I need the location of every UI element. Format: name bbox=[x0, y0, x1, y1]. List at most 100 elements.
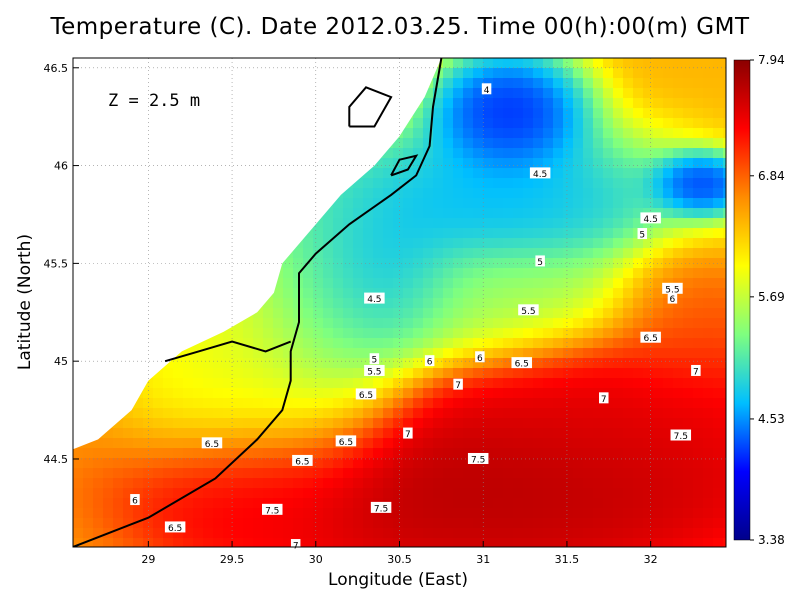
field-cell bbox=[183, 368, 194, 379]
field-cell bbox=[243, 448, 254, 459]
field-cell bbox=[193, 478, 204, 489]
field-cell bbox=[663, 98, 674, 109]
field-cell bbox=[493, 488, 504, 499]
field-cell bbox=[663, 218, 674, 229]
field-cell bbox=[413, 498, 424, 509]
field-cell bbox=[303, 438, 314, 449]
field-cell bbox=[313, 328, 324, 339]
field-cell bbox=[343, 188, 354, 199]
field-cell bbox=[393, 348, 404, 359]
field-cell bbox=[633, 528, 644, 539]
field-cell bbox=[233, 508, 244, 519]
field-cell bbox=[573, 408, 584, 419]
field-cell bbox=[643, 178, 654, 189]
field-cell bbox=[633, 108, 644, 119]
field-cell bbox=[363, 308, 374, 319]
field-cell bbox=[693, 508, 704, 519]
field-cell bbox=[183, 358, 194, 369]
field-cell bbox=[593, 508, 604, 519]
field-cell bbox=[663, 338, 674, 349]
field-cell bbox=[403, 118, 414, 129]
field-cell bbox=[613, 388, 624, 399]
field-cell bbox=[603, 508, 614, 519]
field-cell bbox=[273, 438, 284, 449]
field-cell bbox=[703, 318, 714, 329]
field-cell bbox=[113, 448, 124, 459]
field-cell bbox=[583, 338, 594, 349]
field-cell bbox=[363, 208, 374, 219]
field-cell bbox=[573, 228, 584, 239]
field-cell bbox=[333, 218, 344, 229]
field-cell bbox=[723, 408, 726, 419]
field-cell bbox=[433, 428, 444, 439]
field-cell bbox=[293, 418, 304, 429]
field-cell bbox=[563, 308, 574, 319]
field-cell bbox=[333, 448, 344, 459]
field-cell bbox=[363, 238, 374, 249]
field-cell bbox=[293, 368, 304, 379]
field-cell bbox=[423, 148, 434, 159]
field-cell bbox=[73, 478, 84, 489]
field-cell bbox=[493, 218, 504, 229]
field-cell bbox=[293, 448, 304, 459]
field-cell bbox=[453, 278, 464, 289]
field-cell bbox=[713, 468, 724, 479]
field-cell bbox=[583, 228, 594, 239]
field-cell bbox=[503, 368, 514, 379]
field-cell bbox=[653, 498, 664, 509]
field-cell bbox=[703, 458, 714, 469]
field-cell bbox=[503, 478, 514, 489]
field-cell bbox=[343, 508, 354, 519]
field-cell bbox=[443, 218, 454, 229]
field-cell bbox=[593, 328, 604, 339]
field-cell bbox=[703, 298, 714, 309]
field-cell bbox=[573, 128, 584, 139]
field-cell bbox=[483, 258, 494, 269]
field-cell bbox=[473, 218, 484, 229]
x-axis-ticks: 29 29.5 30 30.5 31 31.5 32 bbox=[141, 541, 658, 566]
field-cell bbox=[643, 238, 654, 249]
field-cell bbox=[243, 378, 254, 389]
field-cell bbox=[493, 228, 504, 239]
field-cell bbox=[213, 478, 224, 489]
field-cell bbox=[673, 488, 684, 499]
field-cell bbox=[353, 498, 364, 509]
field-cell bbox=[233, 468, 244, 479]
field-cell bbox=[703, 178, 714, 189]
field-cell bbox=[293, 328, 304, 339]
field-cell bbox=[513, 518, 524, 529]
field-cell bbox=[353, 258, 364, 269]
field-cell bbox=[463, 158, 474, 169]
field-cell bbox=[703, 378, 714, 389]
field-cell bbox=[273, 318, 284, 329]
field-cell bbox=[683, 148, 694, 159]
field-cell bbox=[573, 178, 584, 189]
field-cell bbox=[623, 148, 634, 159]
field-cell bbox=[453, 98, 464, 109]
field-cell bbox=[393, 228, 404, 239]
field-cell bbox=[683, 208, 694, 219]
field-cell bbox=[353, 308, 364, 319]
field-cell bbox=[203, 378, 214, 389]
field-cell bbox=[253, 448, 264, 459]
field-cell bbox=[483, 438, 494, 449]
field-cell bbox=[93, 498, 104, 509]
field-cell bbox=[573, 378, 584, 389]
field-cell bbox=[393, 148, 404, 159]
field-cell bbox=[463, 388, 474, 399]
field-cell bbox=[163, 508, 174, 519]
field-cell bbox=[703, 198, 714, 209]
field-cell bbox=[463, 488, 474, 499]
field-cell bbox=[453, 428, 464, 439]
field-cell bbox=[573, 158, 584, 169]
field-cell bbox=[583, 408, 594, 419]
field-cell bbox=[573, 518, 584, 529]
field-cell bbox=[213, 348, 224, 359]
field-cell bbox=[363, 398, 374, 409]
field-cell bbox=[403, 288, 414, 299]
field-cell bbox=[333, 538, 344, 547]
field-cell bbox=[353, 478, 364, 489]
contour-label-text: 5.5 bbox=[521, 307, 535, 317]
field-cell bbox=[583, 218, 594, 229]
field-cell bbox=[553, 258, 564, 269]
